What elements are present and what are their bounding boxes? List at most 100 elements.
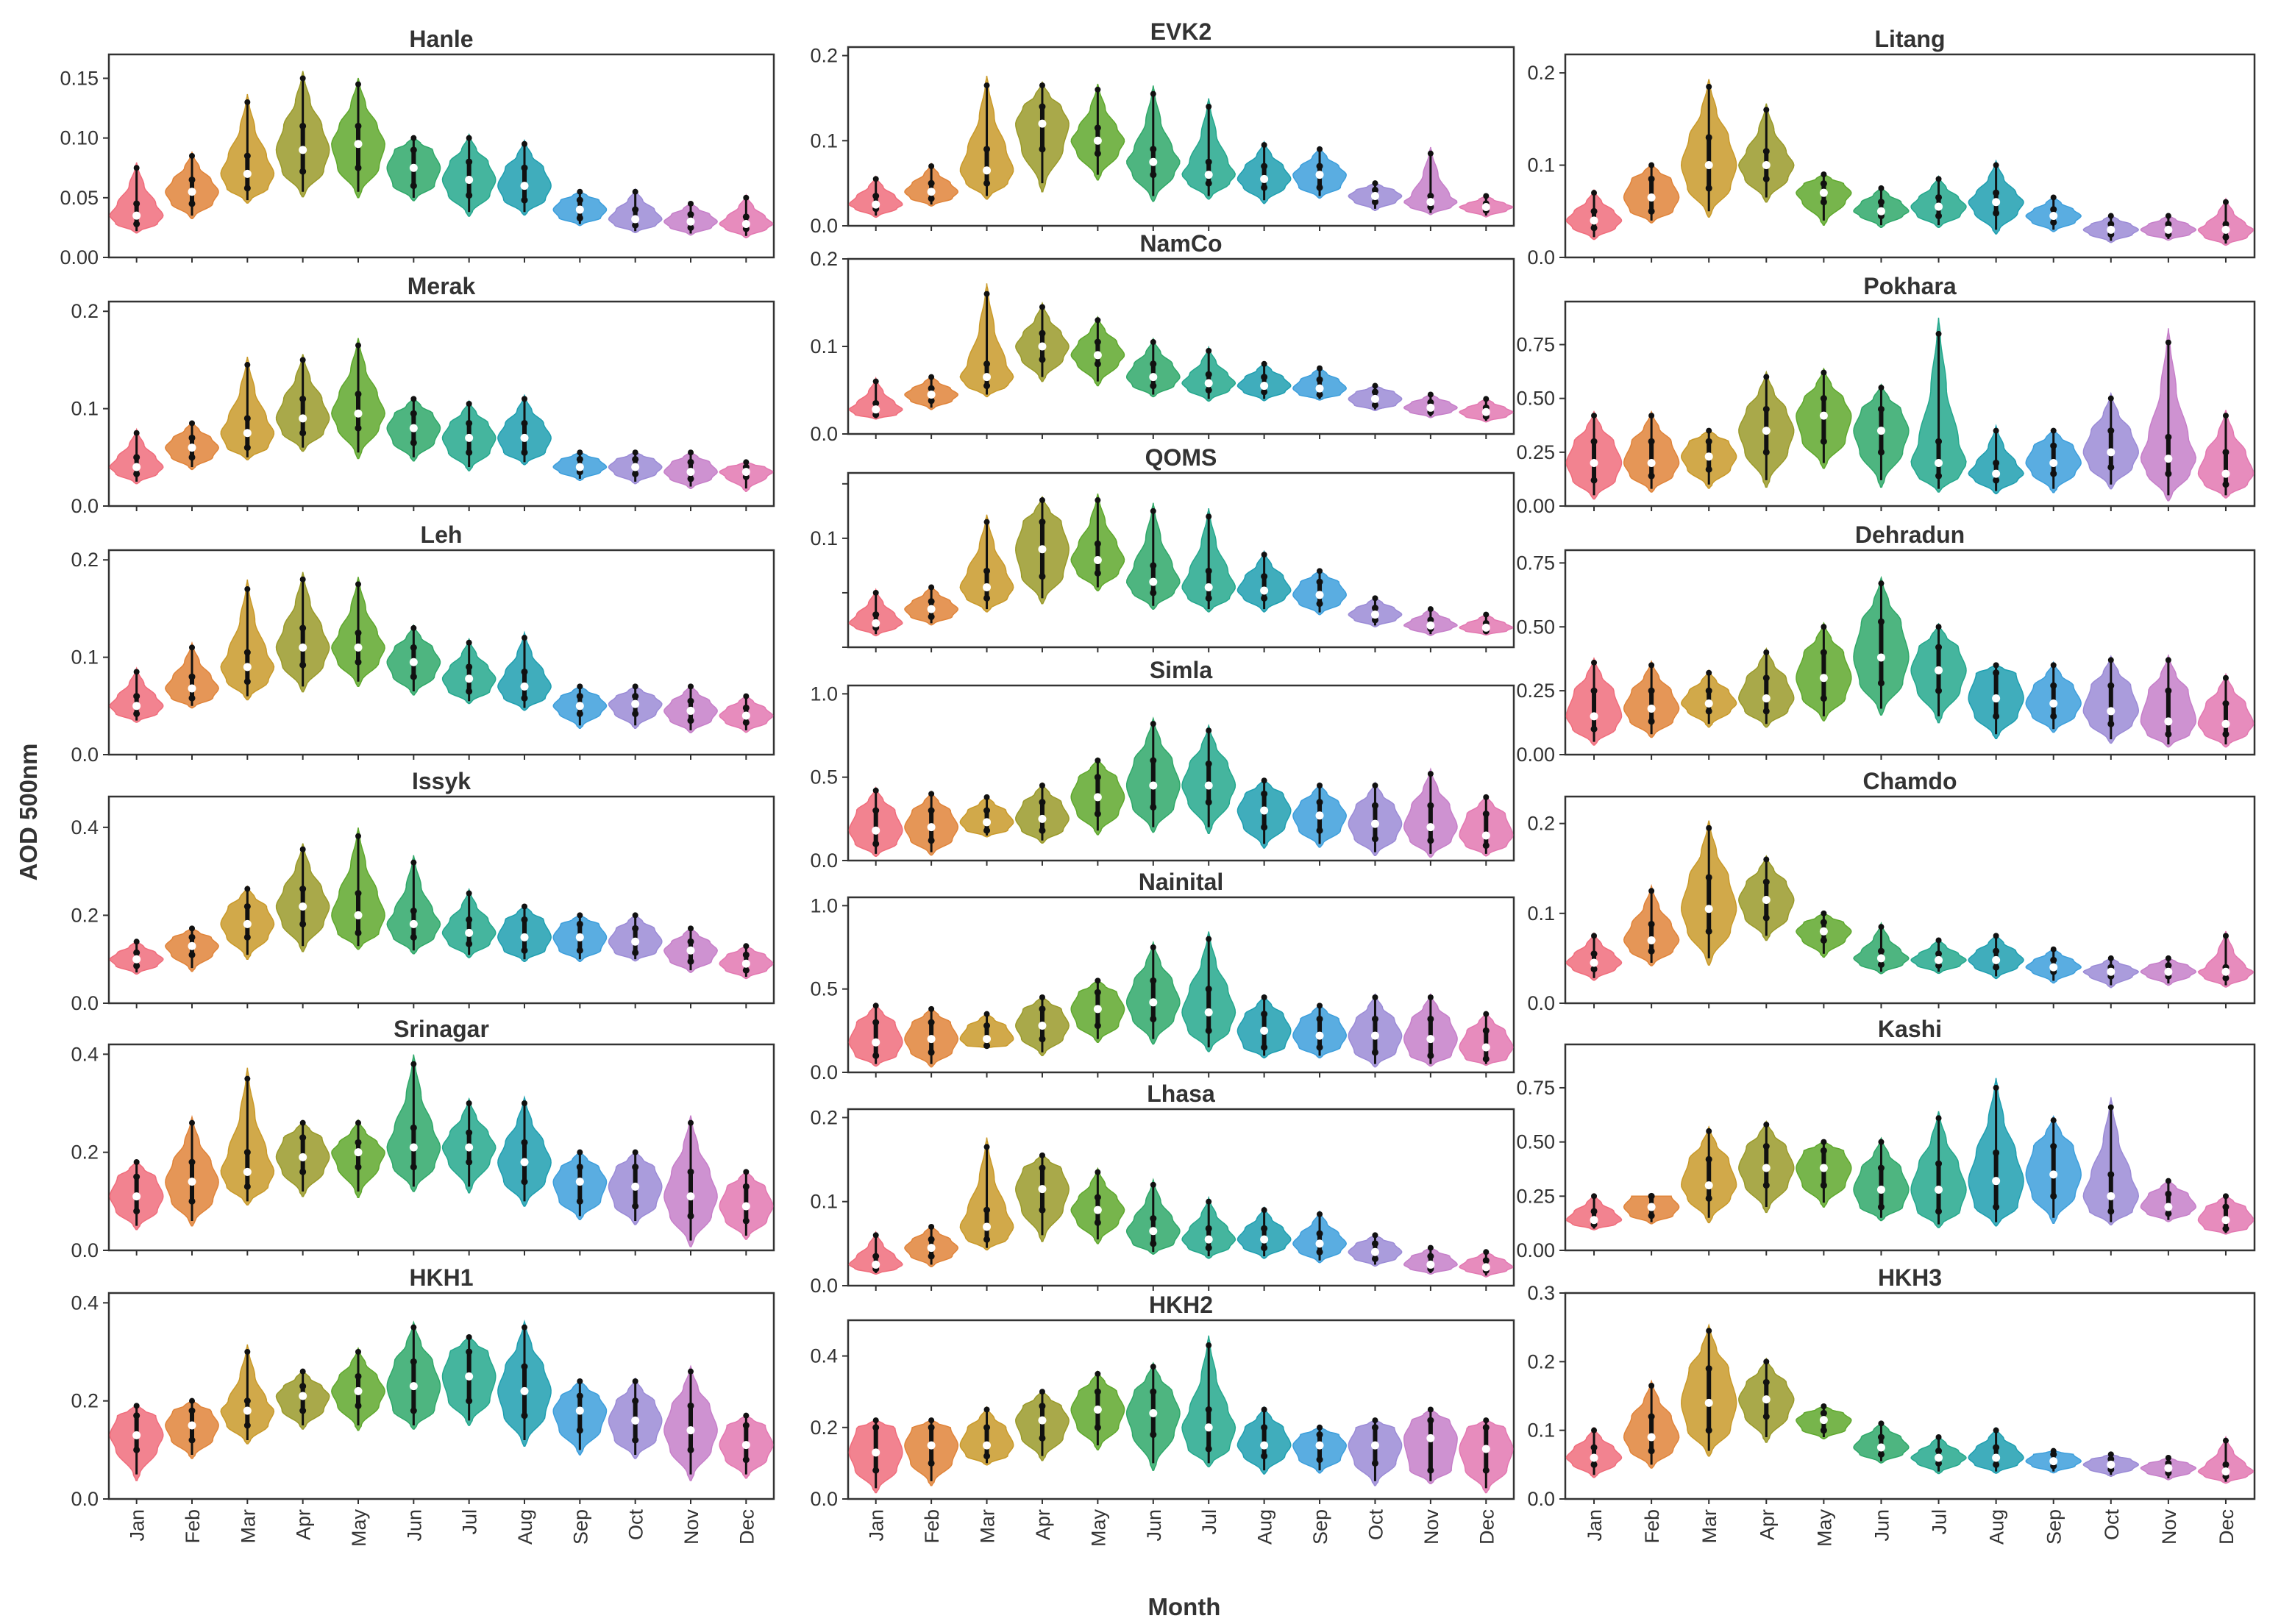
median-dot [1038, 1416, 1047, 1425]
q1-dot [742, 1217, 750, 1225]
violin-hkh3-feb [1623, 1379, 1680, 1469]
q3-dot [299, 1134, 307, 1142]
q3-dot [1094, 1388, 1101, 1395]
max-dot [1039, 1152, 1045, 1158]
q3-dot [1094, 540, 1101, 547]
q3-dot [632, 925, 639, 932]
violin-evk2-mar [959, 75, 1014, 200]
q3-dot [576, 1164, 583, 1171]
median-dot [1647, 1203, 1656, 1211]
max-dot [299, 1119, 306, 1126]
panel-chamdo: Chamdo 0.0 0.1 0.2 [1527, 768, 2256, 1014]
violin-simla-nov [1403, 767, 1458, 858]
q1-dot [299, 168, 307, 175]
q3-dot [632, 455, 639, 463]
q3-dot [243, 152, 251, 160]
y-tick-label: 0.3 [1527, 1282, 1555, 1304]
max-dot [983, 1406, 990, 1413]
q1-dot [1094, 1219, 1101, 1226]
q3-dot [355, 1372, 362, 1380]
violin-issyk-oct [608, 912, 663, 962]
q3-dot [1316, 376, 1323, 383]
q3-dot [133, 200, 140, 207]
violin-merak-may [331, 338, 385, 460]
violin-evk2-oct [1348, 180, 1403, 211]
x-tick-label: Mar [1698, 1509, 1720, 1544]
max-dot [1427, 1244, 1434, 1251]
median-dot [686, 217, 695, 226]
y-tick-label: 0.2 [810, 1417, 838, 1439]
q3-dot [1261, 1011, 1268, 1018]
max-dot [410, 396, 417, 402]
violin-hkh2-oct [1348, 1417, 1403, 1486]
panel-frame [847, 471, 1515, 649]
q3-dot [928, 385, 935, 392]
q3-dot [872, 399, 880, 407]
median-dot [1149, 577, 1158, 586]
q1-dot [1316, 600, 1323, 608]
median-dot [1315, 1031, 1324, 1040]
violin-litang-feb [1623, 162, 1680, 224]
max-dot [1039, 994, 1045, 1000]
violin-simla-sep [1292, 782, 1347, 848]
violin-pokhara-jun [1853, 383, 1910, 488]
violin-srinagar-sep [552, 1149, 608, 1221]
q1-dot [1371, 1049, 1378, 1056]
max-dot [1483, 396, 1490, 402]
violin-simla-may [1070, 757, 1125, 836]
q1-dot [1590, 224, 1598, 232]
q3-dot [466, 158, 473, 165]
median-dot [741, 220, 750, 229]
q1-dot [1705, 185, 1712, 192]
max-dot [2165, 657, 2171, 663]
max-dot [1993, 162, 1999, 168]
violin-srinagar-apr [275, 1119, 330, 1197]
max-dot [410, 135, 417, 141]
q3-dot [1316, 1015, 1323, 1022]
violin-qoms-jan [848, 588, 903, 637]
median-dot [1876, 954, 1885, 963]
max-dot [2107, 657, 2114, 663]
max-dot [1095, 317, 1101, 324]
violin-hanle-jan [109, 162, 164, 234]
median-dot [299, 1153, 307, 1161]
violin-srinagar-jul [441, 1097, 497, 1194]
q3-dot [983, 567, 991, 574]
q1-dot [1648, 718, 1655, 725]
q3-dot [1094, 124, 1101, 132]
median-dot [465, 674, 474, 683]
q1-dot [466, 940, 473, 947]
max-dot [872, 589, 879, 596]
q3-dot [2165, 687, 2172, 694]
median-dot [1426, 1260, 1435, 1269]
median-dot [2221, 719, 2230, 728]
max-dot [872, 176, 879, 182]
x-tick-label: Oct [1364, 1509, 1387, 1541]
q3-dot [2165, 221, 2172, 228]
max-dot [410, 859, 417, 866]
max-dot [1993, 1084, 1999, 1091]
panel-frame [107, 795, 775, 1005]
violin-hkh1-jun [386, 1320, 441, 1430]
q1-dot [742, 966, 750, 974]
x-tick-label: Jun [1143, 1509, 1165, 1542]
max-dot [355, 581, 361, 588]
violin-issyk-dec [719, 943, 774, 980]
median-dot [741, 959, 750, 968]
violin-pokhara-may [1796, 367, 1852, 469]
q3-dot [1261, 1424, 1268, 1431]
max-dot [1483, 193, 1490, 199]
max-dot [1427, 994, 1434, 1000]
violin-lhasa-may [1070, 1167, 1125, 1244]
q1-dot [632, 221, 639, 229]
q1-dot [1762, 1182, 1770, 1189]
max-dot [928, 1417, 935, 1424]
violin-hkh2-jan [848, 1417, 903, 1494]
q3-dot [1039, 1403, 1046, 1410]
violin-leh-apr [275, 571, 330, 693]
y-tick-label: 0.75 [1516, 1077, 1555, 1099]
max-dot [1317, 1211, 1323, 1217]
q1-dot [1094, 360, 1101, 368]
violin-nainital-jan [848, 1002, 903, 1067]
violin-leh-jul [441, 637, 497, 705]
